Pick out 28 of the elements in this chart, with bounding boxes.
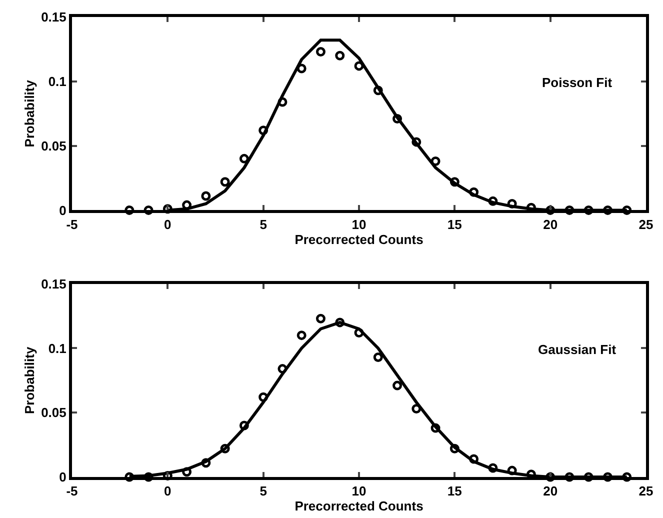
y-tick-label: 0.15	[41, 276, 66, 292]
x-tick-label: 15	[447, 484, 462, 499]
annotation: Poisson Fit	[542, 75, 613, 90]
x-tick-label: 0	[164, 216, 172, 232]
x-tick-label: 25	[638, 484, 654, 499]
y-tick-label: 0	[59, 470, 66, 485]
annotation: Gaussian Fit	[538, 342, 617, 357]
x-tick-label: 25	[638, 216, 654, 232]
x-tick-label: 20	[543, 216, 558, 232]
x-axis-title: Precorrected Counts	[294, 232, 424, 247]
x-tick-label: 15	[447, 216, 462, 232]
y-tick-label: 0	[59, 202, 66, 218]
x-tick-label: 20	[543, 484, 558, 499]
x-tick-label: 5	[260, 216, 267, 232]
x-tick-label: -5	[66, 484, 78, 499]
y-axis-title: Probability	[22, 79, 38, 148]
x-tick-label: -5	[66, 216, 78, 232]
x-tick-label: 10	[352, 216, 366, 232]
y-tick-label: 0.05	[41, 138, 66, 154]
x-axis-title: Precorrected Counts	[294, 498, 424, 514]
x-tick-label: 0	[164, 484, 172, 499]
x-tick-label: 5	[260, 484, 267, 499]
y-tick-label: 0.15	[41, 10, 66, 25]
y-tick-label: 0.05	[41, 405, 66, 420]
y-axis-title: Probability	[22, 346, 38, 414]
x-tick-label: 10	[352, 484, 366, 499]
y-tick-label: 0.1	[48, 340, 66, 356]
y-tick-label: 0.1	[48, 74, 66, 89]
